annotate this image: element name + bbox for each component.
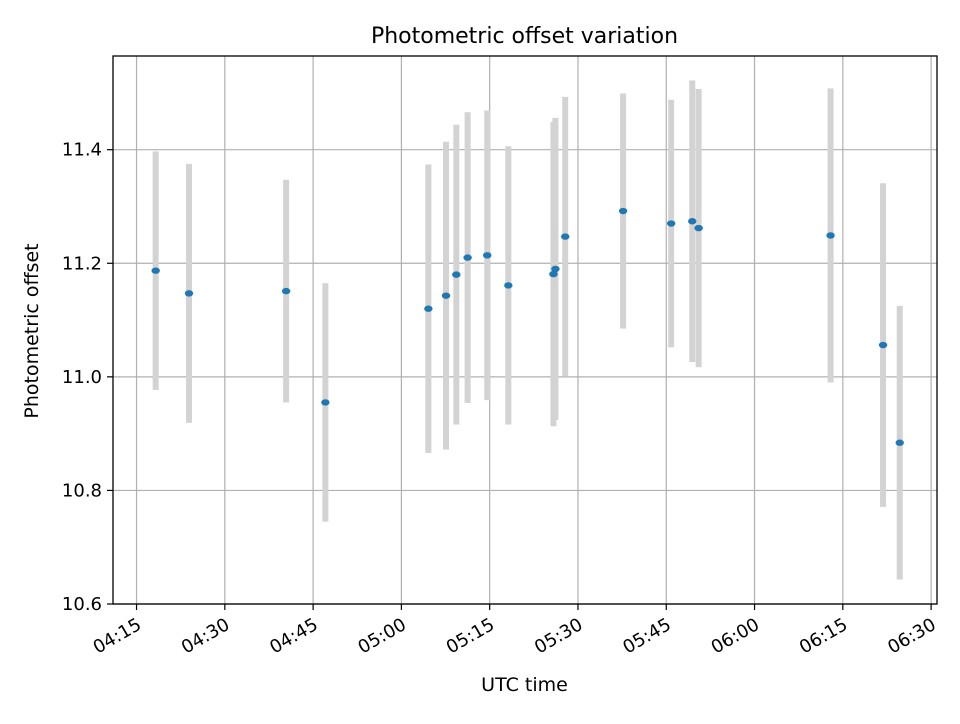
plot-frame xyxy=(112,55,938,605)
y-tick-label: 10.8 xyxy=(62,480,102,501)
data-point xyxy=(561,233,570,240)
data-point xyxy=(895,439,904,446)
data-point xyxy=(463,254,472,261)
y-axis-label: Photometric offset xyxy=(21,243,43,418)
data-point xyxy=(321,399,330,406)
data-point xyxy=(694,224,703,232)
data-point xyxy=(878,341,888,349)
data-point xyxy=(452,271,461,278)
point-layer xyxy=(151,207,904,446)
data-point xyxy=(424,305,433,312)
y-tick-label: 10.6 xyxy=(62,594,102,615)
data-point xyxy=(618,207,628,215)
data-point xyxy=(281,287,291,295)
data-point xyxy=(151,267,160,274)
data-point xyxy=(504,282,513,289)
y-tick-label: 11.0 xyxy=(62,367,102,388)
x-axis-label: UTC time xyxy=(481,674,568,696)
y-tick-label: 11.2 xyxy=(62,253,102,274)
y-tick-label: 11.4 xyxy=(62,140,102,161)
data-point xyxy=(666,220,676,227)
chart-title: Photometric offset variation xyxy=(371,24,678,49)
data-point xyxy=(441,292,451,299)
data-point xyxy=(688,218,697,225)
data-point xyxy=(549,270,558,278)
data-point xyxy=(826,232,835,239)
data-point xyxy=(551,265,560,273)
data-point xyxy=(483,252,492,259)
data-point xyxy=(184,290,194,297)
